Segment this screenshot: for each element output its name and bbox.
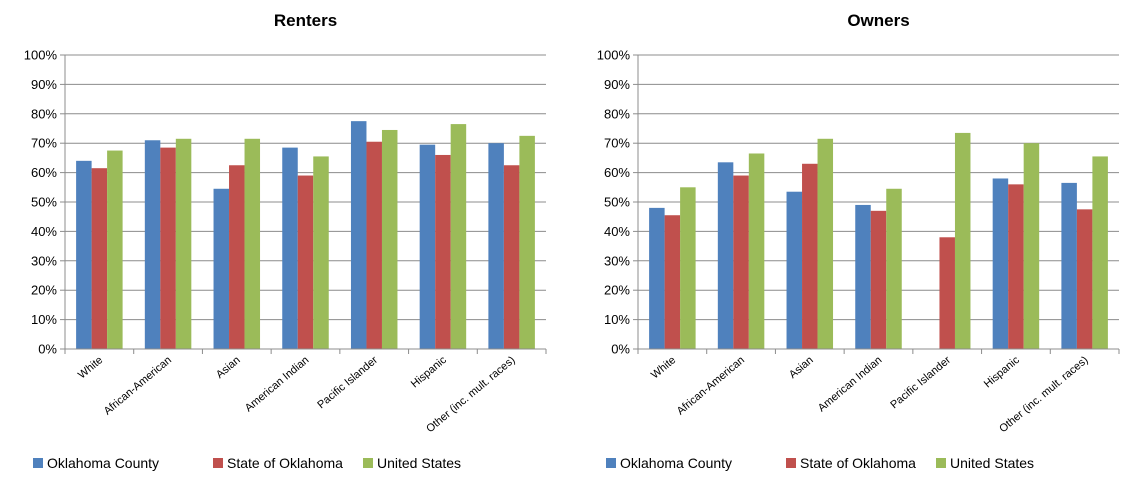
bar	[297, 175, 314, 349]
x-tick-label: African-American	[102, 354, 174, 417]
bar	[175, 138, 192, 349]
bar	[717, 162, 734, 349]
x-tick-label: Hispanic	[982, 354, 1022, 391]
bar	[213, 188, 230, 349]
bar	[817, 138, 834, 349]
bar	[450, 124, 467, 349]
bar	[1008, 184, 1024, 349]
x-tick-label: African-American	[675, 354, 747, 417]
bar	[488, 143, 504, 349]
x-tick-label: Asian	[787, 354, 816, 381]
y-tick-label: 30%	[604, 253, 630, 268]
chart-title: Renters	[274, 11, 337, 30]
bar	[313, 156, 329, 349]
bar	[366, 141, 382, 349]
y-tick-label: 50%	[31, 195, 57, 210]
y-tick-label: 80%	[604, 106, 630, 121]
legend-label: United States	[377, 455, 461, 471]
x-tick-label: American Indian	[816, 354, 885, 414]
bar	[435, 154, 451, 349]
y-tick-label: 40%	[604, 224, 630, 239]
x-tick-label: Pacific Islander	[888, 354, 953, 411]
bar	[419, 144, 436, 349]
legend-label: Oklahoma County	[620, 455, 732, 471]
bar	[680, 187, 696, 349]
bar	[733, 175, 749, 349]
legend-swatch	[936, 458, 946, 468]
y-tick-label: 70%	[604, 136, 630, 151]
y-tick-label: 90%	[604, 77, 630, 92]
y-tick-label: 0%	[38, 342, 57, 357]
y-tick-label: 10%	[604, 312, 630, 327]
bar	[992, 178, 1009, 349]
x-tick-label: Asian	[214, 354, 243, 381]
y-tick-label: 60%	[604, 165, 630, 180]
bar	[1092, 156, 1108, 349]
y-tick-label: 100%	[24, 48, 58, 63]
y-tick-label: 50%	[604, 195, 630, 210]
legend-swatch	[363, 458, 373, 468]
bar	[1076, 209, 1093, 349]
bar	[786, 191, 803, 349]
bar	[144, 140, 161, 349]
bar	[91, 168, 108, 349]
legend-label: State of Oklahoma	[800, 455, 916, 471]
bar	[802, 163, 818, 349]
y-tick-label: 10%	[31, 312, 57, 327]
bar	[664, 215, 681, 349]
y-tick-label: 0%	[611, 342, 630, 357]
bar	[381, 129, 398, 349]
x-tick-label: Pacific Islander	[315, 354, 380, 411]
bar	[954, 132, 971, 349]
bar	[160, 147, 176, 349]
bar	[1061, 182, 1077, 349]
x-tick-label: Hispanic	[409, 354, 449, 391]
bar	[1023, 143, 1040, 349]
bar	[748, 153, 765, 349]
bar	[282, 147, 298, 349]
bar	[76, 160, 92, 349]
bar	[350, 121, 367, 350]
y-tick-label: 70%	[31, 136, 57, 151]
legend-label: State of Oklahoma	[227, 455, 343, 471]
x-tick-label: White	[649, 354, 678, 381]
x-tick-label: American Indian	[243, 354, 312, 414]
y-tick-label: 100%	[597, 48, 631, 63]
bar	[519, 135, 535, 349]
y-tick-label: 60%	[31, 165, 57, 180]
y-tick-label: 30%	[31, 253, 57, 268]
legend-swatch	[786, 458, 796, 468]
y-tick-label: 80%	[31, 106, 57, 121]
owners-chart: Owners 0% 10% 20% 30% 40% 50% 60% 70% 80% 90% 100% W…	[597, 11, 1120, 471]
legend-swatch	[213, 458, 223, 468]
y-tick-label: 40%	[31, 224, 57, 239]
bar	[855, 204, 871, 349]
bar	[886, 188, 902, 349]
y-tick-label: 20%	[31, 283, 57, 298]
legend-swatch	[606, 458, 616, 468]
y-tick-label: 20%	[604, 283, 630, 298]
y-tick-label: 90%	[31, 77, 57, 92]
x-tick-label: White	[76, 354, 105, 381]
bar	[939, 237, 955, 349]
bar	[649, 207, 665, 349]
bar	[870, 210, 887, 349]
legend-swatch	[33, 458, 43, 468]
bar	[229, 165, 245, 349]
bar	[503, 165, 520, 349]
chart-title: Owners	[847, 11, 909, 30]
bar	[107, 150, 123, 349]
legend-label: Oklahoma County	[47, 455, 159, 471]
bar	[244, 138, 261, 349]
legend-label: United States	[950, 455, 1034, 471]
renters-chart: Renters 0% 10% 20% 30% 40% 50% 60% 70% 80% 90% 100%…	[24, 11, 547, 471]
